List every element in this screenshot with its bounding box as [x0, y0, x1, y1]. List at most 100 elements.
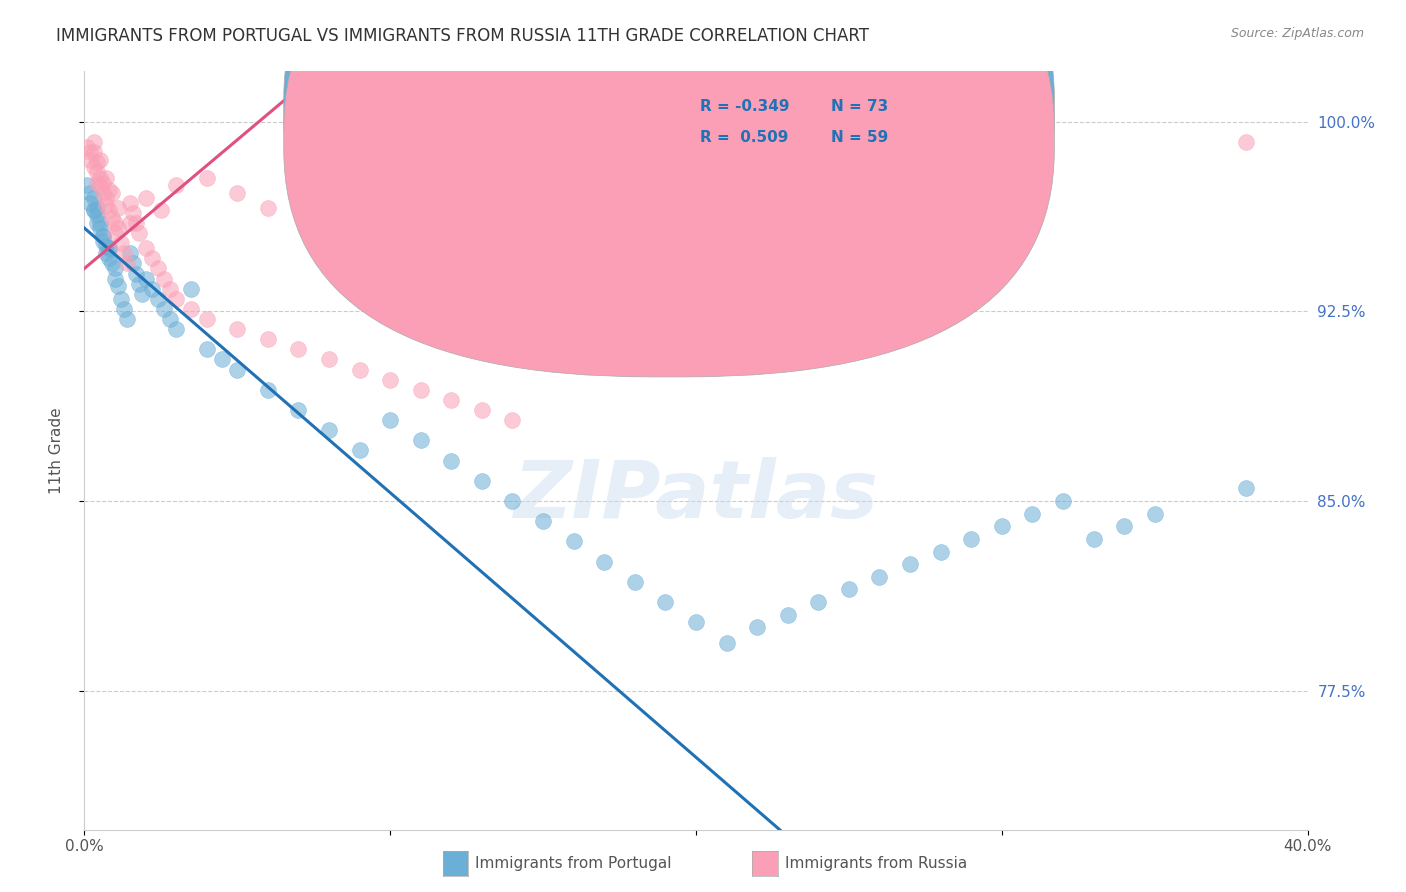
Point — [380, 373, 402, 387]
Point — [91, 176, 114, 190]
Point — [1083, 532, 1105, 546]
Point — [83, 145, 105, 160]
Text: N = 59: N = 59 — [831, 130, 887, 145]
Point — [89, 221, 111, 235]
Point — [135, 241, 157, 255]
Point — [1021, 507, 1043, 521]
Point — [165, 322, 187, 336]
Point — [112, 246, 135, 260]
Point — [146, 292, 169, 306]
Point — [76, 140, 98, 154]
Point — [180, 301, 202, 316]
Point — [141, 282, 163, 296]
Point — [97, 183, 120, 197]
Point — [79, 186, 101, 200]
Point — [257, 201, 280, 215]
Point — [122, 206, 145, 220]
Point — [349, 443, 371, 458]
Point — [86, 201, 108, 215]
Point — [83, 161, 105, 175]
Point — [1114, 519, 1136, 533]
Point — [165, 178, 187, 192]
Point — [107, 221, 129, 235]
Point — [165, 292, 187, 306]
Point — [502, 413, 524, 427]
Point — [97, 203, 120, 218]
Point — [91, 228, 114, 243]
Point — [409, 383, 432, 397]
Text: Immigrants from Russia: Immigrants from Russia — [785, 856, 967, 871]
Point — [86, 216, 108, 230]
Point — [115, 312, 138, 326]
Point — [226, 322, 249, 336]
Point — [83, 191, 105, 205]
Point — [79, 195, 101, 210]
Point — [94, 246, 117, 260]
Point — [593, 555, 616, 569]
Point — [101, 256, 124, 270]
Point — [94, 198, 117, 212]
Point — [287, 343, 309, 357]
Point — [838, 582, 860, 597]
Point — [128, 226, 150, 240]
Text: R = -0.349: R = -0.349 — [700, 100, 789, 114]
Point — [104, 271, 127, 285]
Point — [110, 292, 132, 306]
Point — [83, 203, 105, 218]
Point — [440, 453, 463, 467]
Point — [115, 256, 138, 270]
Point — [91, 228, 114, 243]
Point — [471, 403, 494, 417]
Point — [409, 434, 432, 448]
Text: N = 73: N = 73 — [831, 100, 887, 114]
Point — [101, 186, 124, 200]
Text: R =  0.509: R = 0.509 — [700, 130, 787, 145]
Point — [180, 282, 202, 296]
Point — [107, 201, 129, 215]
Point — [257, 332, 280, 346]
Point — [159, 282, 181, 296]
Point — [287, 403, 309, 417]
Point — [991, 519, 1014, 533]
Point — [104, 226, 127, 240]
Point — [226, 186, 249, 200]
Point — [104, 261, 127, 276]
Point — [654, 595, 676, 609]
Point — [79, 153, 101, 167]
Point — [89, 170, 111, 185]
Text: Source: ZipAtlas.com: Source: ZipAtlas.com — [1230, 27, 1364, 40]
Point — [226, 362, 249, 376]
Point — [1236, 135, 1258, 149]
Point — [807, 595, 830, 609]
Point — [86, 208, 108, 222]
Point — [97, 241, 120, 255]
Point — [97, 241, 120, 255]
Point — [120, 195, 142, 210]
Point — [125, 216, 148, 230]
Point — [112, 301, 135, 316]
Point — [318, 352, 340, 367]
Point — [83, 203, 105, 218]
Point — [624, 574, 647, 589]
Point — [104, 216, 127, 230]
Point — [211, 352, 233, 367]
Y-axis label: 11th Grade: 11th Grade — [49, 407, 63, 494]
Point — [89, 216, 111, 230]
Point — [94, 170, 117, 185]
Point — [531, 514, 554, 528]
Point — [125, 267, 148, 281]
Point — [101, 211, 124, 225]
Point — [89, 178, 111, 192]
Point — [107, 279, 129, 293]
Point — [153, 301, 176, 316]
Point — [86, 165, 108, 179]
Point — [149, 203, 172, 218]
Text: Immigrants from Portugal: Immigrants from Portugal — [475, 856, 672, 871]
Point — [86, 176, 108, 190]
Point — [153, 271, 176, 285]
Point — [195, 170, 218, 185]
Point — [716, 635, 738, 649]
FancyBboxPatch shape — [628, 83, 959, 174]
Point — [97, 252, 120, 266]
Text: IMMIGRANTS FROM PORTUGAL VS IMMIGRANTS FROM RUSSIA 11TH GRADE CORRELATION CHART: IMMIGRANTS FROM PORTUGAL VS IMMIGRANTS F… — [56, 27, 869, 45]
